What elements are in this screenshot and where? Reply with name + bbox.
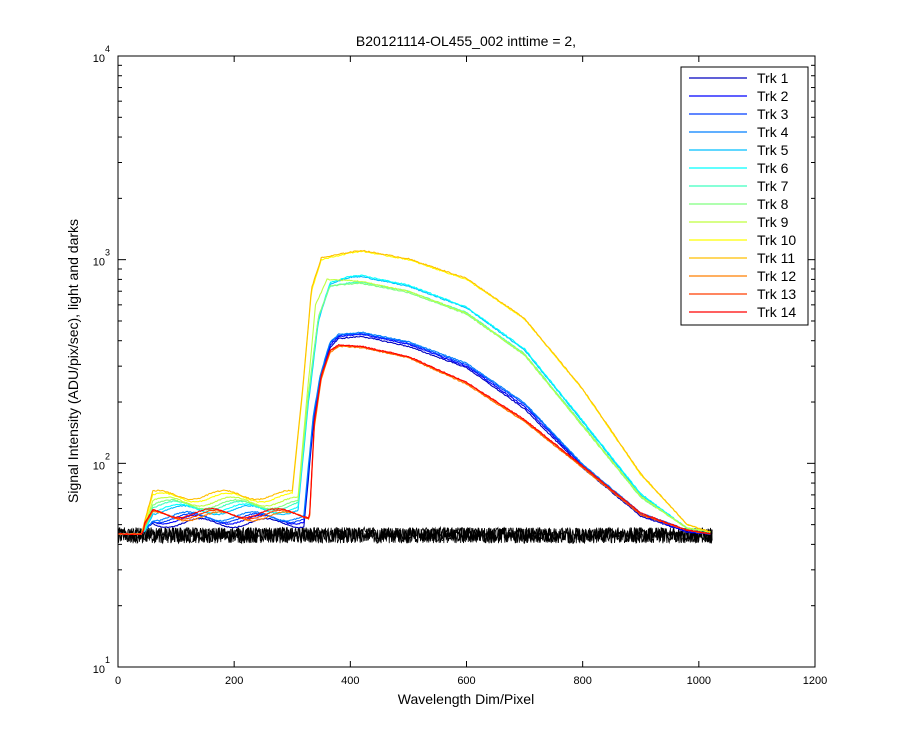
series-line-8 xyxy=(117,282,711,536)
x-tick-label: 0 xyxy=(115,675,121,687)
legend-label: Trk 11 xyxy=(757,250,795,266)
darks-layer xyxy=(117,525,713,545)
y-tick-label: 103 xyxy=(93,248,110,269)
x-axis: 0 200 400 600 800 1000 1200 xyxy=(115,56,827,687)
legend-label: Trk 1 xyxy=(757,70,789,86)
darks-trace xyxy=(117,526,713,545)
series-line-11 xyxy=(117,249,711,536)
y-axis-label: Signal Intensity (ADU/pix/sec), light an… xyxy=(65,219,81,503)
legend-label: Trk 12 xyxy=(757,268,796,284)
legend-label: Trk 8 xyxy=(757,196,789,212)
y-tick-label: 102 xyxy=(93,451,110,472)
series-line-9 xyxy=(117,278,711,536)
legend-label: Trk 5 xyxy=(757,142,789,158)
series-line-13 xyxy=(117,344,711,536)
y-axis: 101 102 103 104 xyxy=(93,44,815,676)
x-tick-label: 1000 xyxy=(687,675,711,687)
x-tick-label: 400 xyxy=(341,675,359,687)
series-line-5 xyxy=(117,275,711,536)
x-tick-label: 200 xyxy=(225,675,243,687)
series-layer xyxy=(117,249,711,536)
series-line-14 xyxy=(117,343,711,535)
series-line-4 xyxy=(117,331,711,536)
legend-label: Trk 9 xyxy=(757,214,789,230)
legend-box xyxy=(680,66,809,326)
legend-label: Trk 10 xyxy=(757,232,796,248)
legend-label: Trk 6 xyxy=(757,160,789,176)
chart-title: B20121114-OL455_002 inttime = 2, xyxy=(356,33,576,49)
legend-label: Trk 14 xyxy=(757,304,796,320)
series-line-6 xyxy=(117,274,711,536)
x-axis-label: Wavelength Dim/Pixel xyxy=(398,691,534,707)
series-line-10 xyxy=(117,250,711,536)
y-tick-label: 104 xyxy=(93,44,110,65)
x-tick-label: 800 xyxy=(573,675,591,687)
y-tick-label: 101 xyxy=(93,655,110,676)
legend-label: Trk 13 xyxy=(757,286,796,302)
legend-label: Trk 4 xyxy=(757,124,789,140)
legend-label: Trk 2 xyxy=(757,88,789,104)
x-tick-label: 1200 xyxy=(803,675,827,687)
legend-label: Trk 3 xyxy=(757,106,789,122)
x-tick-label: 600 xyxy=(457,675,475,687)
legend: Trk 1 Trk 2 Trk 3 Trk 4 Trk 5 Trk 6 Trk 7 Trk 8… xyxy=(680,66,809,326)
legend-label: Trk 7 xyxy=(757,178,789,194)
